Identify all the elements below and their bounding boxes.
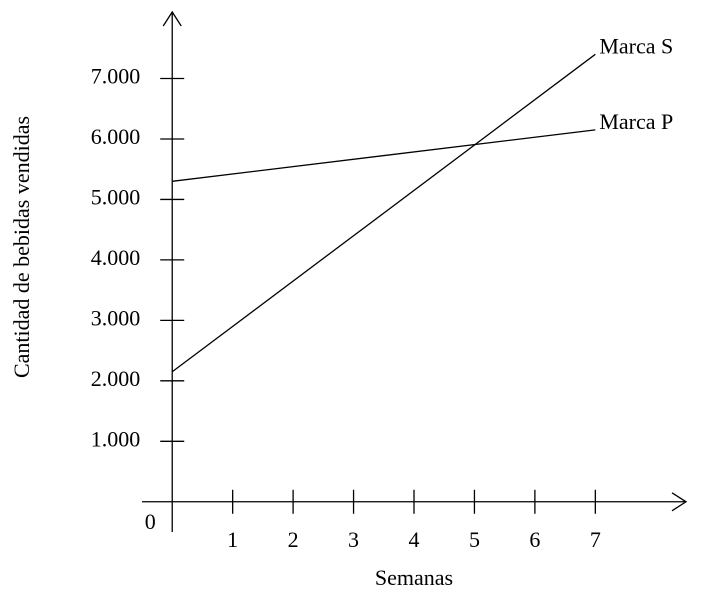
x-tick-label: 7 — [590, 527, 601, 552]
x-tick-label: 3 — [348, 527, 359, 552]
y-tick-label: 1.000 — [91, 426, 141, 451]
x-axis-label: Semanas — [375, 565, 453, 590]
x-tick-label: 4 — [409, 527, 420, 552]
series-line — [172, 129, 596, 182]
y-tick-label: 5.000 — [91, 184, 141, 209]
x-axis-arrow — [671, 492, 688, 512]
series-label: Marca S — [599, 33, 673, 58]
x-tick-label: 5 — [469, 527, 480, 552]
y-tick-label: 3.000 — [91, 305, 141, 330]
x-tick-label: 2 — [288, 527, 299, 552]
y-tick-label: 7.000 — [91, 64, 141, 89]
x-tick-label: 1 — [227, 527, 238, 552]
y-tick-label: 6.000 — [91, 124, 141, 149]
series-label: Marca P — [599, 109, 673, 134]
x-tick-label: 6 — [529, 527, 540, 552]
y-axis-arrow — [162, 10, 182, 27]
y-axis-label: Cantidad de bebidas vendidas — [9, 116, 34, 378]
series-line — [171, 53, 596, 373]
y-tick-label: 2.000 — [91, 366, 141, 391]
y-tick-label: 4.000 — [91, 245, 141, 270]
x-tick-label: 0 — [145, 509, 156, 534]
